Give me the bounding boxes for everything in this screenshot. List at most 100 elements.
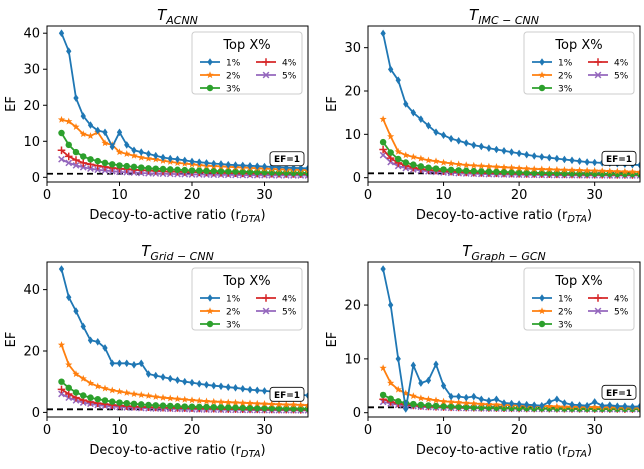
x-tick-label: 10 [111, 423, 128, 438]
data-point [102, 344, 108, 352]
data-point [433, 128, 439, 136]
data-point [305, 164, 308, 173]
data-point [424, 395, 433, 403]
data-point [440, 403, 447, 410]
data-point [64, 152, 73, 161]
legend-label: 3% [558, 85, 573, 95]
data-point [591, 166, 599, 174]
data-point [58, 390, 65, 398]
data-point [440, 381, 447, 390]
y-tick-label: 10 [23, 135, 40, 150]
y-tick-label: 20 [344, 85, 361, 100]
data-point [130, 151, 138, 159]
data-point [539, 153, 545, 161]
legend-marker [539, 58, 545, 66]
data-point [592, 158, 598, 167]
data-point [166, 394, 174, 402]
data-point [131, 361, 137, 369]
data-point [211, 381, 217, 390]
data-point [539, 401, 545, 410]
data-point [101, 159, 109, 167]
data-point [455, 403, 462, 411]
data-point [94, 157, 101, 165]
legend-marker [206, 84, 214, 92]
data-point [394, 155, 402, 163]
data-point [65, 117, 73, 125]
data-point [477, 400, 485, 408]
data-point [65, 141, 72, 149]
legend: Top X% 1% 2% 3% 4% 5% [191, 31, 303, 95]
data-point [80, 153, 87, 160]
x-tick-label: 20 [184, 188, 201, 203]
legend-label: 3% [226, 321, 241, 331]
data-point [58, 155, 65, 163]
data-point [628, 168, 637, 175]
data-point [575, 166, 584, 174]
title-main: T [469, 6, 480, 24]
data-point [144, 154, 153, 162]
legend-marker [207, 58, 213, 66]
data-point [160, 153, 166, 162]
data-point [298, 164, 304, 172]
data-point [410, 108, 416, 117]
data-point [418, 115, 424, 123]
data-point [87, 121, 94, 129]
data-point [592, 398, 598, 406]
data-point [283, 163, 289, 172]
data-point [116, 359, 123, 368]
data-point [261, 162, 268, 171]
data-point [440, 131, 447, 139]
data-point [181, 403, 188, 410]
plot-frame [46, 25, 309, 183]
title-main: T [462, 242, 473, 260]
data-point [195, 396, 203, 404]
legend-marker [262, 307, 270, 315]
legend-box [523, 31, 635, 95]
data-point [240, 384, 246, 393]
y-axis-label: EF [325, 332, 340, 348]
data-point [553, 165, 561, 173]
plot-frame [46, 261, 309, 418]
data-point [174, 166, 181, 173]
data-point [403, 100, 409, 108]
data-point [153, 371, 159, 380]
data-point [462, 167, 470, 174]
title-main: T [157, 6, 168, 24]
x-tick-label: 10 [111, 188, 128, 203]
data-point [152, 402, 159, 409]
data-point [417, 154, 425, 162]
data-point [188, 167, 196, 174]
data-point [79, 159, 88, 167]
data-point [86, 132, 95, 139]
data-point [57, 146, 66, 155]
data-point [188, 403, 196, 410]
legend-marker [594, 71, 602, 79]
data-point [246, 168, 254, 176]
data-point [101, 384, 109, 392]
data-point [492, 400, 501, 408]
data-point [57, 115, 66, 123]
ef-label-box [269, 151, 305, 167]
data-point [123, 162, 130, 170]
data-point [621, 167, 629, 175]
data-point [174, 403, 181, 410]
x-tick-label: 0 [364, 188, 372, 203]
data-point [402, 151, 410, 159]
data-point [305, 391, 308, 400]
data-point [109, 359, 115, 368]
data-point [159, 165, 167, 173]
data-point [523, 169, 530, 176]
x-axis-label: Decoy-to-active ratio (rDTA) [89, 443, 265, 460]
panel-3: TGrid − CNN 0 10 20 30 0 20 40 Decoy-to-active r… [4, 242, 309, 460]
data-point [159, 402, 167, 409]
data-point [486, 397, 492, 405]
data-point [79, 130, 87, 138]
data-point [402, 159, 410, 166]
data-point [196, 403, 203, 411]
panel-4: TGraph − GCN 0 10 20 30 0 10 20 Decoy-to-active … [325, 242, 641, 460]
data-point [138, 401, 145, 408]
legend-label: 5% [614, 308, 629, 318]
ef-label-box [601, 384, 637, 400]
x-tick-label: 0 [43, 423, 51, 438]
